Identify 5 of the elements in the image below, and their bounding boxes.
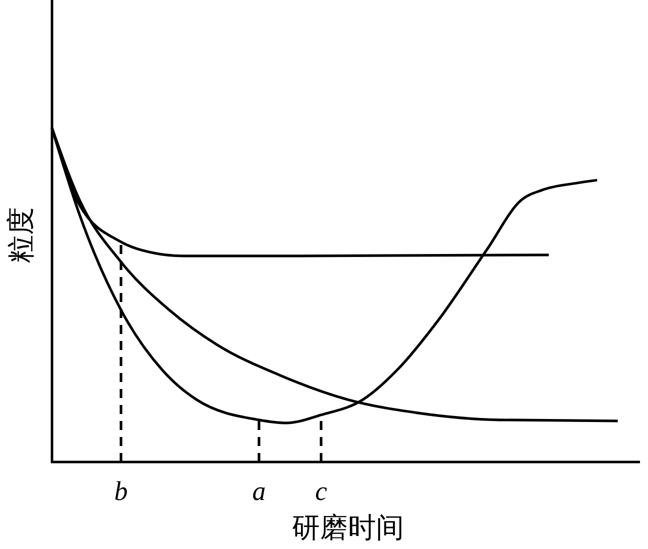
x-tick-label: c <box>315 476 328 506</box>
x-tick-label: b <box>114 476 128 506</box>
x-axis-title: 研磨时间 <box>292 513 404 544</box>
x-tick-label: a <box>252 476 266 506</box>
y-axis-title: 粒度 <box>6 207 37 263</box>
